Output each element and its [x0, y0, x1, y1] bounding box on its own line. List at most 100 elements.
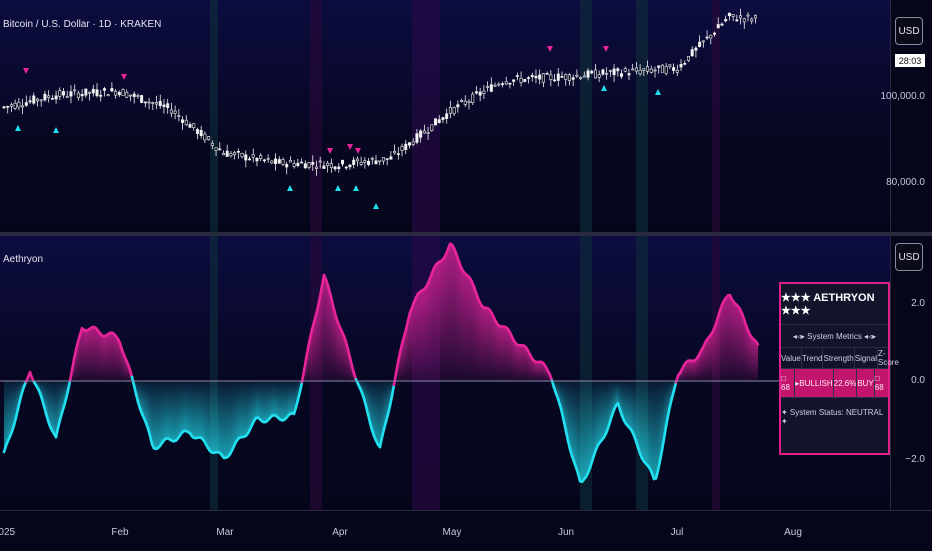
time-axis-label: Aug: [784, 527, 802, 538]
price-candle-body: [635, 68, 637, 71]
bear-area: [576, 381, 578, 473]
bear-area: [650, 381, 652, 473]
price-candle-body: [576, 75, 578, 76]
bull-area: [754, 340, 756, 381]
highlight-band: [210, 0, 218, 232]
bear-area: [584, 381, 586, 479]
price-candle-body: [21, 106, 23, 107]
bear-area: [182, 381, 184, 433]
time-axis-label: 2025: [0, 527, 15, 538]
currency-button[interactable]: USD: [895, 243, 923, 271]
bear-area: [6, 381, 8, 446]
bull-area: [108, 333, 110, 381]
price-candle-body: [538, 75, 540, 79]
bull-area: [330, 293, 332, 381]
price-chart[interactable]: [0, 0, 890, 232]
indicator-title[interactable]: Aethryon: [3, 254, 43, 265]
price-candle-body: [18, 102, 20, 107]
price-candle-body: [103, 89, 105, 91]
bull-area: [534, 361, 536, 381]
price-candle-body: [739, 16, 741, 18]
bull-area: [728, 295, 730, 381]
price-candle-body: [375, 161, 377, 164]
bull-area: [688, 361, 690, 381]
bull-area: [720, 305, 722, 381]
price-candle-body: [341, 160, 343, 164]
bull-area: [746, 325, 748, 381]
bear-area: [602, 381, 604, 440]
price-candle-body: [695, 48, 697, 50]
bull-area: [488, 308, 490, 381]
bear-area: [164, 381, 166, 440]
price-candle-body: [44, 94, 46, 100]
price-candle-body: [613, 69, 615, 75]
highlight-band: [636, 0, 648, 232]
bear-area: [200, 381, 202, 438]
price-candle-body: [319, 161, 321, 162]
price-candle-body: [427, 132, 429, 133]
price-candle-body: [747, 15, 749, 16]
bull-area: [336, 317, 338, 381]
price-candle-body: [367, 161, 369, 165]
price-candle-body: [401, 146, 403, 150]
bull-area: [508, 329, 510, 381]
price-candle-body: [159, 101, 161, 106]
aethryon-dashboard: ★★★ AETHRYON ★★★ ◂◃▸ System Metrics ◂◃▸ …: [779, 282, 890, 455]
time-axis[interactable]: 2025 Feb Mar Apr May Jun Jul Aug: [0, 510, 932, 551]
price-candle-body: [501, 84, 503, 85]
price-candle-body: [583, 76, 585, 77]
bear-area: [656, 381, 658, 478]
time-axis-label: Mar: [216, 527, 233, 538]
price-candle-body: [100, 95, 102, 96]
aethryon-oscillator-chart[interactable]: [0, 236, 890, 510]
price-candle-body: [29, 101, 31, 102]
bull-area: [524, 346, 526, 381]
price-candle-body: [181, 120, 183, 123]
bull-area: [326, 280, 328, 381]
indicator-axis[interactable]: 2.0 0.0 −2.0: [890, 236, 932, 510]
price-candle-body: [684, 63, 686, 64]
bull-area: [476, 293, 478, 381]
price-candle-body: [717, 24, 719, 28]
bull-area: [460, 265, 462, 381]
dashboard-header: Strength: [823, 348, 854, 368]
price-candle-body: [457, 105, 459, 107]
bear-area: [52, 381, 54, 434]
price-chart-pane[interactable]: Bitcoin / U.S. Dollar · 1D · KRAKEN: [0, 0, 890, 232]
price-candle-body: [628, 74, 630, 75]
price-candle-body: [483, 91, 485, 93]
bear-area: [604, 381, 606, 437]
bull-area: [756, 342, 758, 381]
price-candle-body: [155, 103, 157, 104]
price-candle-body: [248, 159, 250, 160]
price-candle-body: [73, 90, 75, 91]
currency-button[interactable]: USD: [895, 17, 923, 45]
bull-area: [410, 308, 412, 381]
bull-area: [458, 259, 460, 381]
highlight-band: [210, 236, 218, 510]
price-candle-body: [609, 70, 611, 71]
price-candle-body: [144, 102, 146, 103]
price-candle-body: [453, 107, 455, 113]
bull-area: [494, 318, 496, 381]
indicator-pane[interactable]: Aethryon: [0, 236, 890, 510]
bear-area: [194, 381, 196, 438]
price-candle-body: [442, 118, 444, 120]
highlight-band: [636, 236, 648, 510]
price-candle-body: [10, 105, 12, 107]
bull-area: [338, 323, 340, 381]
price-candle-body: [233, 152, 235, 154]
price-candle-body: [423, 131, 425, 133]
bear-area: [290, 381, 292, 414]
bull-area: [520, 345, 522, 381]
bear-area: [268, 381, 270, 420]
symbol-title[interactable]: Bitcoin / U.S. Dollar · 1D · KRAKEN: [3, 19, 161, 30]
price-candle-body: [754, 15, 756, 17]
bear-area: [634, 381, 636, 441]
sell-signal-marker: [355, 148, 361, 154]
price-candle-body: [535, 76, 537, 78]
dashboard-header: Value: [781, 348, 802, 368]
price-candle-body: [416, 134, 418, 143]
bull-area: [328, 285, 330, 381]
bull-area: [516, 344, 518, 381]
